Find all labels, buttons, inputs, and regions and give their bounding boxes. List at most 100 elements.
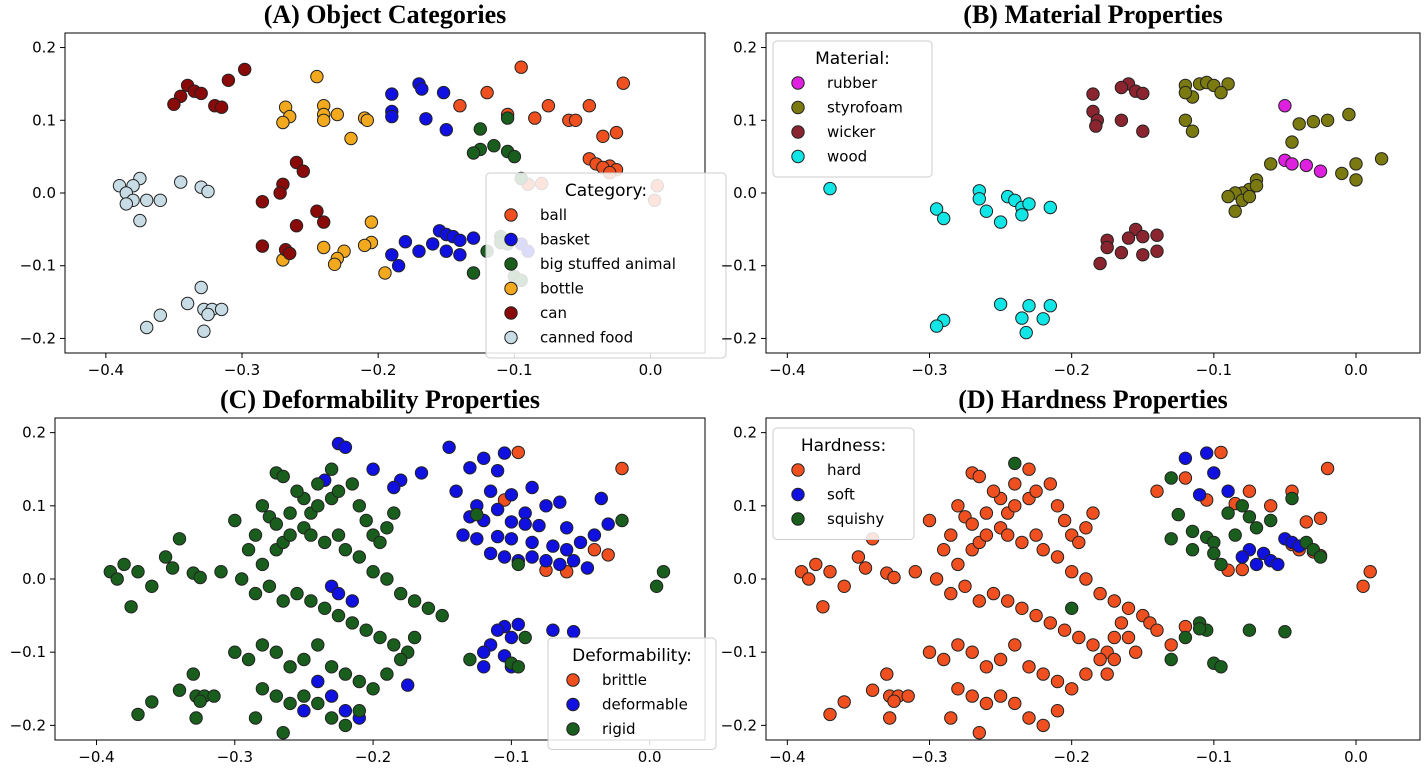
data-point-hard xyxy=(1065,682,1079,696)
data-point-deformable xyxy=(490,623,505,637)
data-point-squishy xyxy=(1214,660,1228,674)
y-tick-label: −0.1 xyxy=(721,257,757,275)
legend-marker-squishy xyxy=(791,512,805,526)
legend-label-rigid: rigid xyxy=(602,720,636,738)
data-point-hard xyxy=(1029,608,1043,623)
y-tick-label: 0.0 xyxy=(22,570,46,588)
data-point-hard xyxy=(1086,638,1100,652)
data-point-rigid xyxy=(262,579,277,593)
legend: Deformability: brittle deformable rigid xyxy=(547,637,717,750)
data-point-rigid xyxy=(228,513,242,528)
data-point-hard xyxy=(1036,543,1050,557)
data-point-wood xyxy=(972,192,986,206)
legend-label-squishy: squishy xyxy=(827,510,884,528)
data-point-squishy xyxy=(1008,456,1022,471)
data-point-ball xyxy=(582,99,596,113)
data-point-bottle xyxy=(357,238,372,253)
legend-marker-hard xyxy=(791,463,805,477)
data-point-wicker xyxy=(1089,119,1103,133)
data-point-rigid xyxy=(304,594,318,608)
data-point-hard xyxy=(1093,652,1107,667)
data-point-can xyxy=(296,164,310,178)
data-point-hard xyxy=(1129,645,1143,659)
data-point-hard xyxy=(1114,616,1129,630)
data-point-hard xyxy=(883,711,897,725)
data-point-hard xyxy=(929,572,944,586)
data-point-brittle xyxy=(601,548,615,562)
data-point-deformable xyxy=(594,491,608,506)
data-point-wicker xyxy=(1121,231,1136,245)
data-point-deformable xyxy=(414,466,429,480)
data-point-rigid xyxy=(131,707,145,722)
data-point-deformable xyxy=(580,561,595,575)
data-point-squishy xyxy=(1221,506,1235,520)
data-point-squishy xyxy=(1235,499,1250,513)
legend-label-bottle: bottle xyxy=(540,280,584,298)
data-point-can xyxy=(289,155,304,170)
data-point-rigid xyxy=(248,586,263,601)
legend-title: Material: xyxy=(815,49,890,69)
data-point-ball xyxy=(616,76,630,90)
data-point-wood xyxy=(1043,200,1058,215)
data-point-deformable xyxy=(525,480,539,495)
data-point-deformable xyxy=(338,704,353,718)
data-point-wood xyxy=(1043,299,1058,313)
data-point-wood xyxy=(929,319,944,333)
data-point-rigid xyxy=(511,557,525,572)
data-point-can xyxy=(221,73,236,88)
data-point-canned-food xyxy=(201,307,215,322)
data-point-hard xyxy=(972,726,986,740)
data-point-hard xyxy=(1036,667,1050,681)
data-point-rigid xyxy=(359,623,373,637)
data-point-rigid xyxy=(345,477,359,491)
legend-marker-ball xyxy=(504,208,518,222)
data-point-soft xyxy=(1271,557,1285,572)
panel-title: (B) Material Properties xyxy=(963,0,1222,29)
data-point-basket xyxy=(453,233,467,248)
data-point-wood xyxy=(1015,311,1029,325)
data-point-hard xyxy=(1029,528,1043,542)
data-point-rigid xyxy=(276,726,290,740)
data-point-styrofoam xyxy=(1320,113,1335,128)
data-point-squishy xyxy=(1249,521,1264,535)
data-point-bottle xyxy=(317,113,331,128)
data-point-wicker xyxy=(1136,248,1150,262)
data-point-deformable xyxy=(331,586,346,601)
data-point-styrofoam xyxy=(1342,107,1356,122)
data-point-deformable xyxy=(573,535,588,550)
legend-title: Category: xyxy=(565,181,647,201)
data-point-ball xyxy=(596,129,610,144)
x-tick-label: −0.3 xyxy=(911,748,947,766)
data-point-hard xyxy=(887,694,901,708)
data-point-hard xyxy=(951,682,965,696)
data-point-canned-food xyxy=(140,320,154,335)
data-point-hard xyxy=(944,528,958,542)
data-point-squishy xyxy=(1285,491,1299,506)
data-point-bottle xyxy=(378,266,392,280)
data-point-rigid xyxy=(394,586,408,601)
data-point-rigid xyxy=(470,507,484,522)
data-point-styrofoam xyxy=(1228,204,1242,218)
data-point-rigid xyxy=(283,506,297,520)
x-tick-label: −0.2 xyxy=(355,748,391,766)
data-point-squishy xyxy=(1242,623,1257,637)
y-tick-label: 0.2 xyxy=(22,424,46,442)
data-point-hard xyxy=(1299,515,1314,529)
data-point-styrofoam xyxy=(1349,173,1363,187)
data-point-hard xyxy=(1036,718,1050,733)
data-point-wood xyxy=(1019,325,1033,340)
data-point-big-stuffed-animal xyxy=(487,139,501,153)
data-point-hard xyxy=(880,667,894,681)
data-point-deformable xyxy=(511,617,525,632)
y-tick-label: 0.1 xyxy=(733,111,757,129)
data-point-hard xyxy=(1043,616,1058,630)
data-point-hard xyxy=(1043,477,1058,491)
data-point-hard xyxy=(1001,594,1015,608)
data-point-deformable xyxy=(311,674,325,689)
legend-marker-brittle xyxy=(566,673,580,687)
y-tick-label: −0.2 xyxy=(721,716,757,734)
data-point-big-stuffed-animal xyxy=(500,111,515,125)
data-point-hard xyxy=(1022,711,1036,725)
data-point-hard xyxy=(1150,484,1164,498)
data-point-hard xyxy=(1065,565,1079,579)
